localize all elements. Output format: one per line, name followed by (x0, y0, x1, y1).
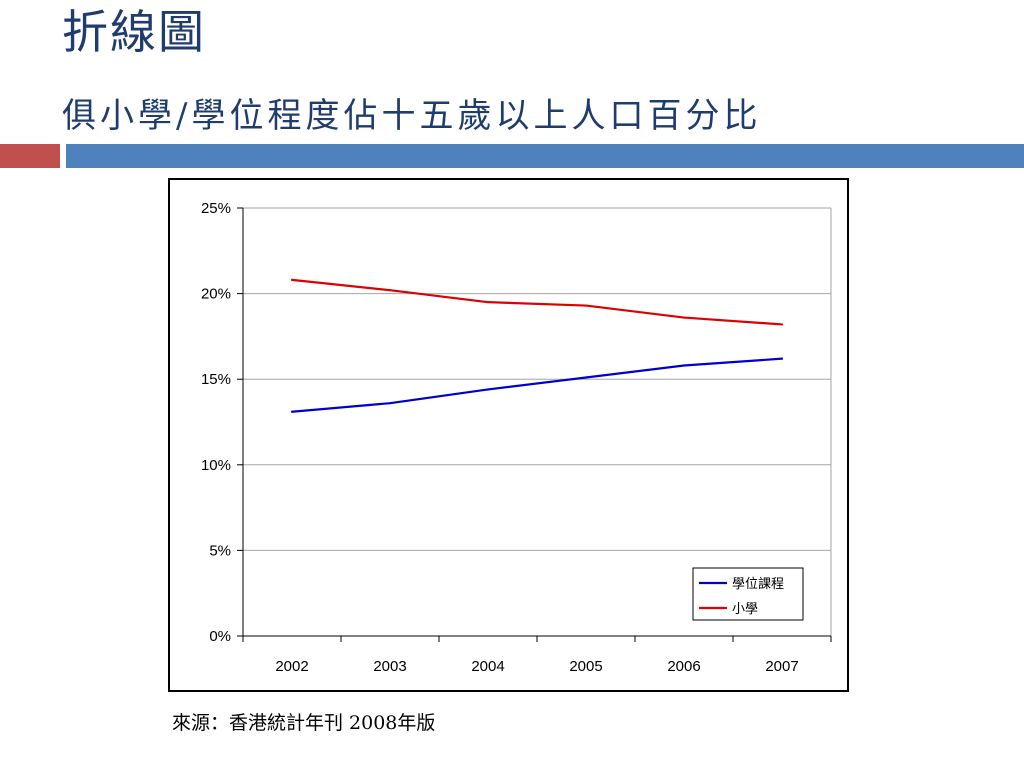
data-point (290, 410, 294, 413)
data-point (780, 323, 784, 326)
x-tick-label: 2005 (569, 658, 602, 675)
legend-label: 學位課程 (732, 576, 784, 592)
accent-bar-red (0, 144, 60, 168)
y-tick-label: 0% (209, 628, 231, 645)
series-line-1 (291, 357, 783, 413)
legend-label: 小學 (732, 602, 758, 617)
series-line-2 (291, 278, 783, 326)
data-point (388, 289, 392, 292)
x-tick-label: 2003 (373, 658, 406, 675)
x-tick-label: 2006 (667, 658, 700, 675)
y-tick-label: 15% (201, 371, 231, 388)
line-chart: 0% 5% 10% 15% 20% 25% 2002 2003 2004 2005 2006 2007… (201, 200, 832, 675)
data-point (584, 304, 588, 307)
y-tick-label: 10% (201, 457, 231, 474)
data-point (388, 402, 392, 405)
data-point (780, 357, 784, 360)
x-tick-label: 2004 (471, 658, 504, 675)
slide-title: 折線圖 (62, 5, 206, 59)
legend-box (692, 567, 804, 621)
source-note: 來源：香港統計年刊 2008年版 (172, 712, 436, 734)
x-tick-label: 2007 (765, 658, 798, 675)
y-tick-label: 20% (201, 286, 231, 303)
data-point (290, 278, 294, 282)
chart-frame: 0% 5% 10% 15% 20% 25% 2002 2003 2004 2005 2006 2007… (168, 178, 849, 692)
data-point (486, 388, 490, 391)
slide-subtitle: 俱小學/學位程度佔十五歲以上人口百分比 (62, 96, 762, 136)
data-point (486, 301, 490, 304)
accent-bar-blue (66, 144, 1024, 168)
y-tick-label: 25% (201, 200, 231, 217)
data-point (682, 364, 686, 367)
data-point (584, 376, 588, 379)
y-tick-label: 5% (209, 542, 231, 559)
x-tick-label: 2002 (275, 658, 308, 675)
data-point (682, 316, 686, 319)
